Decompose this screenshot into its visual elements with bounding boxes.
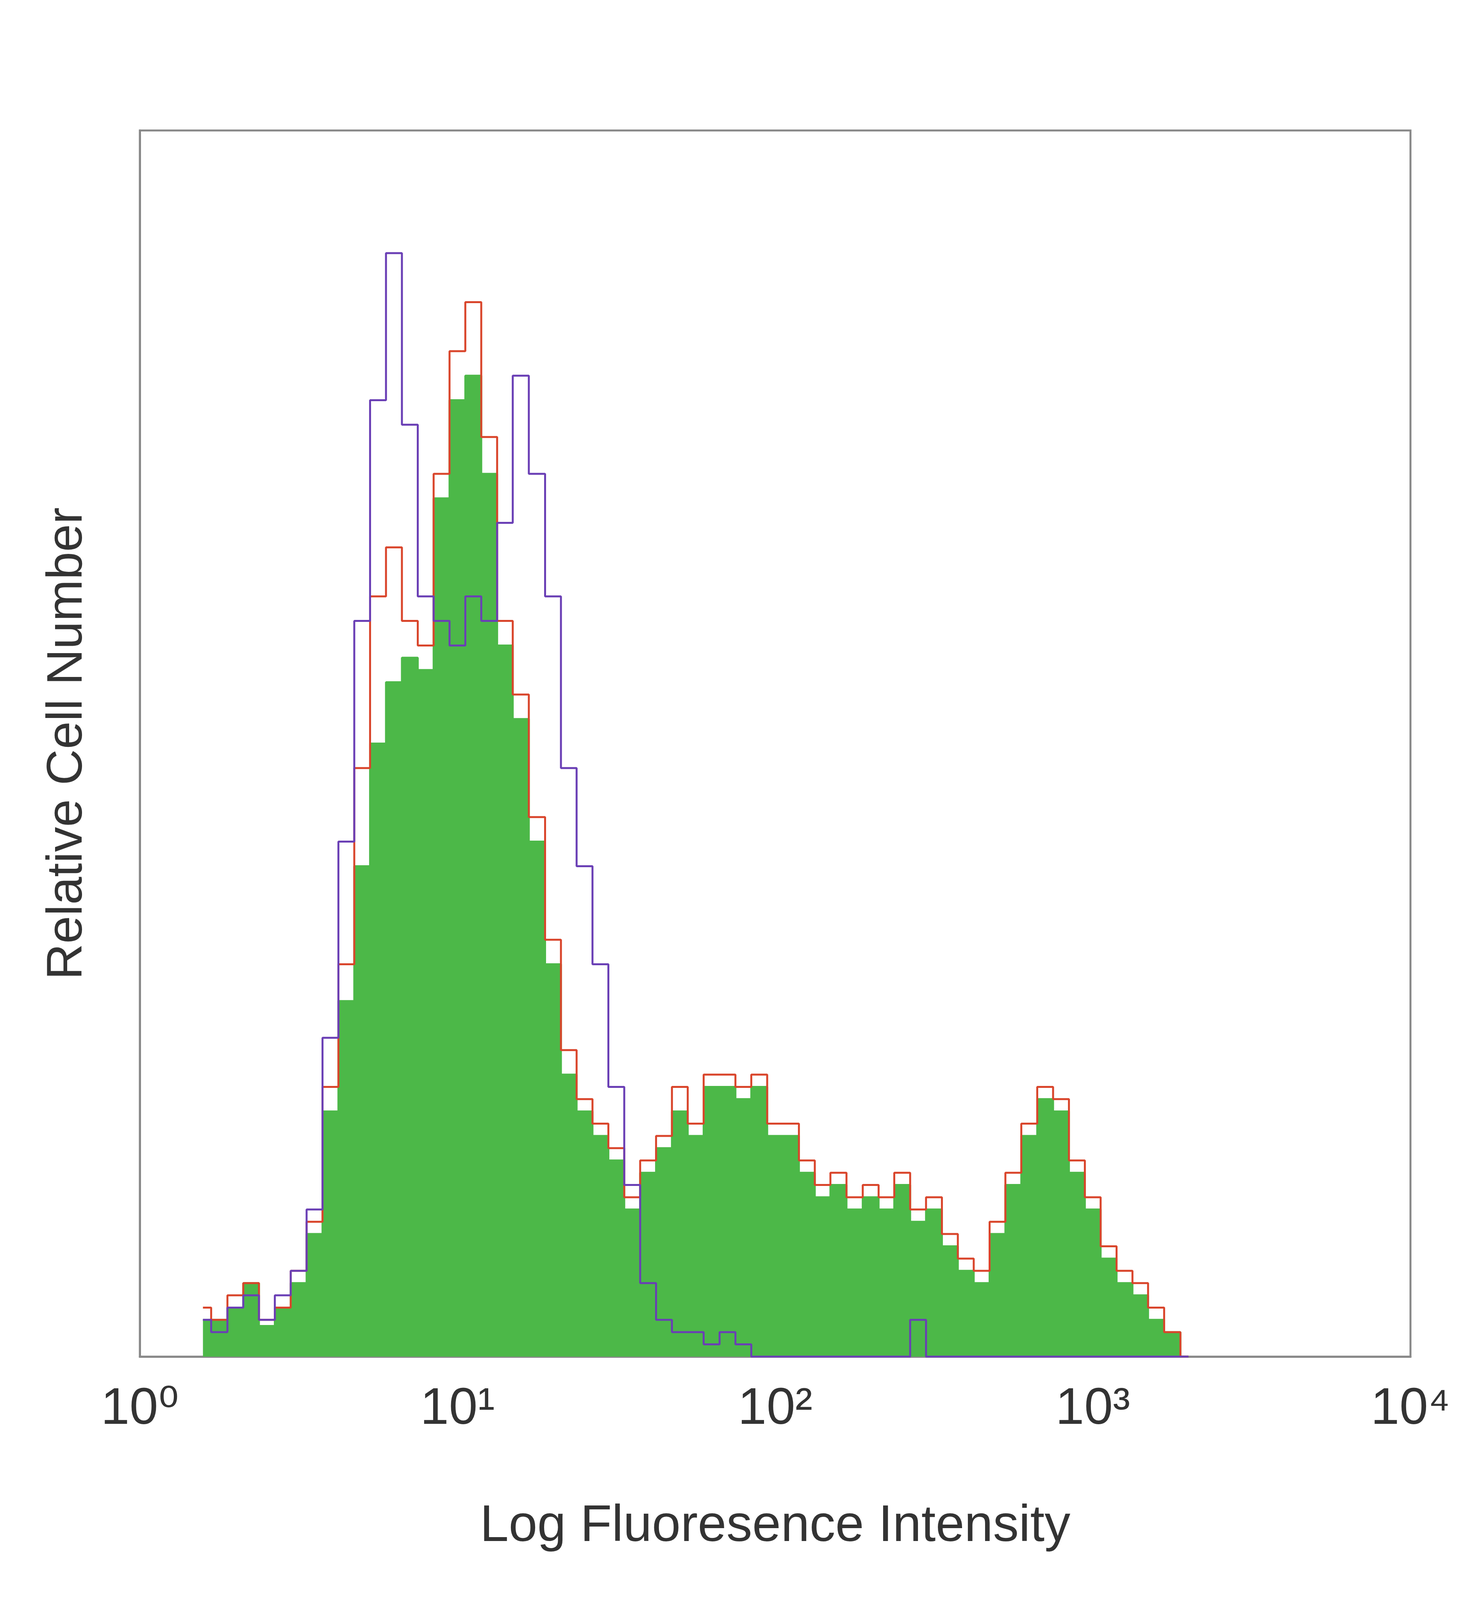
svg-text:Log Fluoresence Intensity: Log Fluoresence Intensity	[480, 1494, 1071, 1552]
svg-text:10²: 10²	[737, 1377, 813, 1435]
svg-text:10³: 10³	[1055, 1377, 1131, 1435]
svg-text:10⁰: 10⁰	[100, 1377, 179, 1435]
svg-text:10¹: 10¹	[420, 1377, 495, 1435]
svg-text:Relative Cell Number: Relative Cell Number	[36, 507, 93, 980]
svg-text:10⁴: 10⁴	[1370, 1377, 1451, 1435]
